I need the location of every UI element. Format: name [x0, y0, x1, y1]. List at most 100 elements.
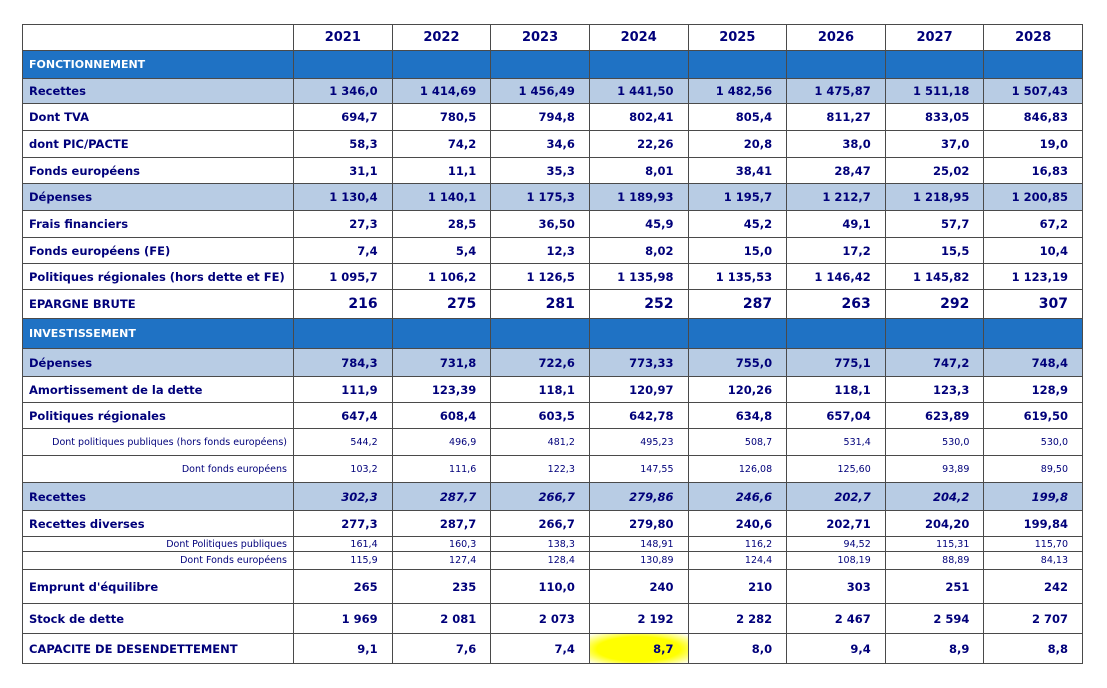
value-cell: 128,4 [490, 551, 590, 570]
value-cell: 127,4 [391, 551, 492, 570]
value-cell: 805,4 [687, 103, 788, 131]
value-cell: 287 [687, 289, 788, 319]
value-cell: 123,39 [391, 376, 492, 403]
value-cell: 89,50 [983, 455, 1083, 483]
row-label: Dont TVA [22, 103, 294, 131]
section-cell [687, 318, 788, 349]
value-cell: 10,4 [983, 237, 1083, 264]
header-row: 2021 2022 2023 2024 2025 2026 2027 2028 [22, 24, 1083, 51]
value-cell: 17,2 [786, 237, 886, 264]
value-cell: 279,86 [588, 482, 689, 511]
year-header: 2028 [983, 24, 1083, 51]
value-cell: 722,6 [490, 348, 590, 377]
table-row: Dont Fonds européens 115,9 127,4 128,4 130,8… [22, 551, 1083, 570]
value-cell: 608,4 [391, 402, 492, 429]
value-cell: 2 073 [490, 603, 590, 634]
value-cell: 642,78 [588, 402, 689, 429]
value-cell: 235 [391, 569, 492, 604]
value-cell: 266,7 [490, 510, 590, 537]
table-row: Recettes 302,3 287,7 266,7 279,86 246,6 202,7 2… [22, 482, 1083, 511]
value-cell: 833,05 [884, 103, 985, 131]
value-cell: 115,70 [983, 536, 1083, 552]
section-cell [687, 50, 788, 79]
value-cell: 19,0 [983, 130, 1083, 158]
value-cell: 2 192 [588, 603, 689, 634]
value-cell: 240,6 [687, 510, 788, 537]
value-cell: 1 140,1 [391, 183, 492, 211]
table-row: Amortissement de la dette 111,9 123,39 118,… [22, 376, 1083, 403]
value-cell: 84,13 [983, 551, 1083, 570]
value-cell: 773,33 [588, 348, 689, 377]
value-cell: 755,0 [687, 348, 788, 377]
value-cell: 22,26 [588, 130, 689, 158]
table-row: EPARGNE BRUTE 216 275 281 252 287 263 292 307 [22, 289, 1083, 319]
value-cell: 8,8 [983, 633, 1083, 664]
value-cell: 7,6 [391, 633, 492, 664]
row-label: dont PIC/PACTE [22, 130, 294, 158]
section-cell [490, 50, 590, 79]
value-cell: 246,6 [687, 482, 788, 511]
value-cell: 279,80 [588, 510, 689, 537]
value-cell: 37,0 [884, 130, 985, 158]
value-cell: 846,83 [983, 103, 1083, 131]
value-cell: 38,41 [687, 157, 788, 184]
value-cell: 16,83 [983, 157, 1083, 184]
table-row: FONCTIONNEMENT [22, 50, 1083, 79]
value-cell: 287,7 [391, 510, 492, 537]
value-cell: 603,5 [490, 402, 590, 429]
section-cell [983, 318, 1083, 349]
value-cell: 802,41 [588, 103, 689, 131]
row-label: Fonds européens (FE) [22, 237, 294, 264]
value-cell: 303 [786, 569, 886, 604]
value-cell: 1 511,18 [884, 78, 985, 104]
value-cell: 160,3 [391, 536, 492, 552]
value-cell: 8,01 [588, 157, 689, 184]
year-header: 2027 [884, 24, 985, 51]
row-label: Dont Politiques publiques [22, 536, 294, 552]
year-header: 2026 [786, 24, 886, 51]
value-cell: 123,3 [884, 376, 985, 403]
value-cell: 5,4 [391, 237, 492, 264]
table-row: CAPACITE DE DESENDETTEMENT 9,1 7,6 7,4 8,7 8,… [22, 633, 1083, 664]
value-cell: 31,1 [293, 157, 393, 184]
value-cell: 265 [293, 569, 393, 604]
row-label: Amortissement de la dette [22, 376, 294, 403]
value-cell: 120,97 [588, 376, 689, 403]
value-cell: 118,1 [490, 376, 590, 403]
value-cell: 88,89 [884, 551, 985, 570]
section-cell [293, 318, 393, 349]
value-cell: 111,6 [391, 455, 492, 483]
value-cell: 7,4 [293, 237, 393, 264]
value-cell: 111,9 [293, 376, 393, 403]
value-cell: 38,0 [786, 130, 886, 158]
value-cell: 28,47 [786, 157, 886, 184]
row-label: FONCTIONNEMENT [22, 50, 294, 79]
section-cell [588, 318, 689, 349]
table-row: Politiques régionales 647,4 608,4 603,5 642,… [22, 402, 1083, 429]
row-label: Recettes [22, 482, 294, 511]
value-cell: 20,8 [687, 130, 788, 158]
row-label: Frais financiers [22, 210, 294, 238]
row-label: Dépenses [22, 183, 294, 211]
value-cell: 1 507,43 [983, 78, 1083, 104]
value-cell: 307 [983, 289, 1083, 319]
value-cell: 1 145,82 [884, 263, 985, 290]
value-cell: 115,31 [884, 536, 985, 552]
value-cell: 49,1 [786, 210, 886, 238]
value-cell: 623,89 [884, 402, 985, 429]
header-cell [22, 24, 294, 51]
value-cell: 281 [490, 289, 590, 319]
row-label: Stock de dette [22, 603, 294, 634]
value-cell: 27,3 [293, 210, 393, 238]
section-cell [391, 50, 492, 79]
value-cell: 2 707 [983, 603, 1083, 634]
table-row: Politiques régionales (hors dette et FE)… [22, 263, 1083, 290]
value-cell: 1 456,49 [490, 78, 590, 104]
value-cell: 2 594 [884, 603, 985, 634]
value-cell: 2 467 [786, 603, 886, 634]
value-cell: 1 218,95 [884, 183, 985, 211]
value-cell: 1 475,87 [786, 78, 886, 104]
value-cell: 204,20 [884, 510, 985, 537]
section-cell [983, 50, 1083, 79]
value-cell: 93,89 [884, 455, 985, 483]
